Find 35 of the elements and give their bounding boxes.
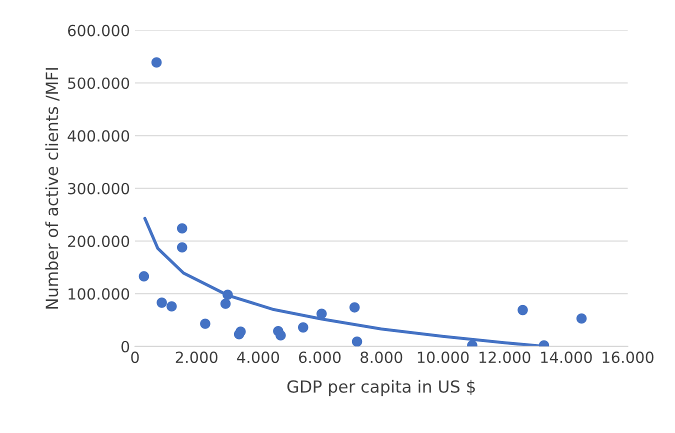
point	[151, 57, 162, 68]
y-axis-title: Number of active clients /MFI	[45, 68, 60, 309]
point	[298, 322, 308, 333]
point	[156, 298, 167, 308]
y-tick-label: 200.000	[68, 236, 130, 248]
x-axis-title: GDP per capita in US $	[287, 380, 475, 396]
x-tick-label: 12.000	[480, 352, 530, 364]
point	[576, 313, 587, 324]
point	[220, 298, 231, 309]
point	[276, 330, 286, 340]
y-tick-label: 600.000	[68, 24, 130, 36]
y-tick-label: 100.000	[68, 288, 130, 300]
x-tick-label: 0	[131, 352, 139, 364]
point	[176, 223, 188, 234]
point	[166, 301, 177, 312]
x-tick-label: 10.000	[418, 352, 469, 364]
point	[235, 326, 246, 337]
x-tick-label: 14.000	[541, 352, 592, 364]
point	[138, 271, 150, 282]
point	[352, 336, 362, 346]
y-tick-label: 0	[121, 340, 130, 352]
point	[316, 308, 327, 319]
x-tick-label: 4.000	[237, 352, 280, 364]
y-tick-label: 300.000	[68, 182, 130, 194]
point	[176, 242, 188, 253]
point	[222, 290, 233, 300]
x-tick-label: 16.000	[602, 352, 654, 364]
x-tick-label: 8.000	[360, 352, 402, 364]
point	[200, 318, 210, 329]
point	[349, 302, 360, 313]
point	[518, 304, 528, 316]
y-tick-label: 400.000	[68, 130, 130, 142]
y-tick-label: 500.000	[68, 77, 130, 90]
x-tick-label: 6.000	[298, 352, 341, 364]
x-tick-label: 2.000	[176, 352, 218, 364]
